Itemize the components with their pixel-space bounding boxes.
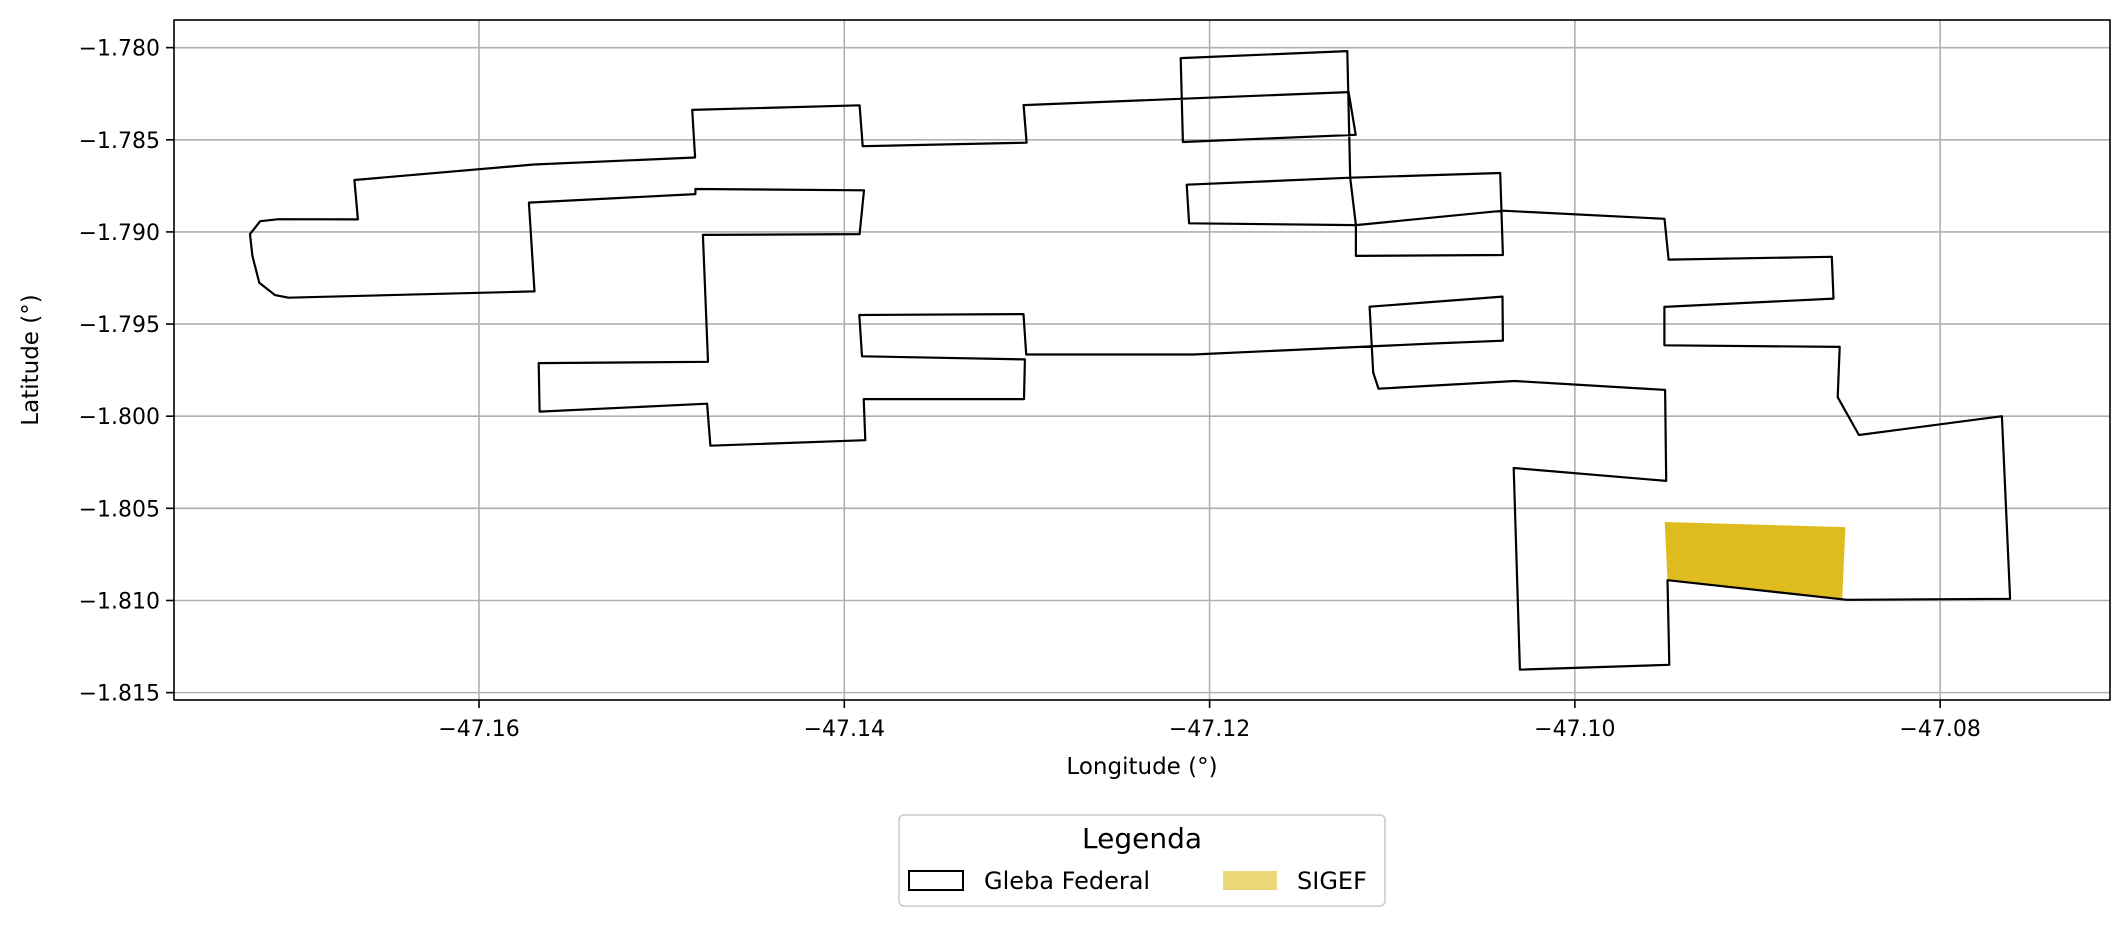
legend: Legenda Gleba Federal SIGEF xyxy=(898,814,1386,907)
legend-label-gleba-federal: Gleba Federal xyxy=(984,867,1150,895)
y-tick-label: −1.795 xyxy=(79,313,160,338)
x-tick-label: −47.16 xyxy=(438,717,519,742)
y-tick-label: −1.810 xyxy=(79,589,160,614)
legend-swatch-sigef xyxy=(1223,871,1277,890)
y-axis-label: Latitude (°) xyxy=(18,294,44,425)
x-tick-label: −47.14 xyxy=(804,717,885,742)
map-layers xyxy=(248,49,2012,671)
x-tick-label: −47.10 xyxy=(1534,717,1615,742)
legend-label-sigef: SIGEF xyxy=(1297,867,1367,895)
grid-lines xyxy=(174,20,2110,700)
x-tick-label: −47.08 xyxy=(1899,717,1980,742)
y-tick-label: −1.815 xyxy=(79,682,160,707)
plot-frame xyxy=(173,19,2111,701)
axis-ticks: −47.16 −47.14 −47.12 −47.10 −47.08 −1.780 −1.7… xyxy=(79,37,1981,742)
y-tick-label: −1.780 xyxy=(79,37,160,62)
legend-swatch-gleba-federal xyxy=(908,870,964,891)
legend-title: Legenda xyxy=(1082,822,1202,855)
gleba-federal-polygon xyxy=(248,49,2012,671)
y-tick-label: −1.805 xyxy=(79,497,160,522)
x-tick-label: −47.12 xyxy=(1169,717,1250,742)
y-tick-label: −1.785 xyxy=(79,129,160,154)
x-axis-label: Longitude (°) xyxy=(1066,754,1217,780)
y-tick-label: −1.790 xyxy=(79,221,160,246)
y-tick-label: −1.800 xyxy=(79,405,160,430)
sigef-polygon xyxy=(1664,522,1846,600)
